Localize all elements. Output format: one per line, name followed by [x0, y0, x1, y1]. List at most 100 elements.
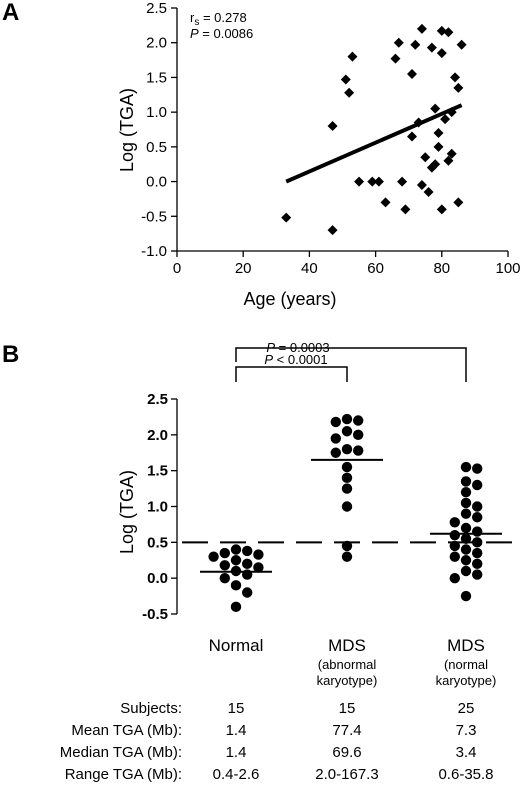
panel-a-letter: A [2, 0, 19, 26]
panel-a-y-tick-label: 1.0 [146, 104, 167, 121]
data-point [449, 572, 460, 584]
panel-b-letter: B [2, 341, 19, 368]
table-cell: 7.3 [456, 722, 477, 739]
table-cell: 1.4 [226, 722, 247, 739]
table-cell: 2.0-167.3 [315, 766, 378, 783]
data-point [327, 225, 338, 236]
data-point [230, 544, 242, 555]
data-point [472, 537, 483, 548]
data-point [472, 569, 483, 580]
data-point [219, 572, 230, 584]
data-point [341, 461, 353, 473]
panel-a-y-tick-label: 2.0 [146, 35, 167, 52]
data-point [460, 544, 472, 555]
panel-b-y-tick-label: 2.5 [147, 391, 168, 408]
data-point [420, 152, 431, 163]
group-sublabel: karyotype) [317, 673, 378, 688]
data-point [460, 522, 472, 534]
panel-a-y-tick-label: 1.5 [146, 69, 167, 86]
panel-a-y-tick-label: 0.5 [146, 139, 167, 156]
data-point [230, 580, 242, 591]
data-point [230, 555, 242, 566]
comparison-label-1-text: P < 0.0001 [264, 352, 327, 367]
data-point [353, 415, 364, 426]
data-point [208, 551, 219, 562]
group-label: MDS [328, 636, 366, 655]
panel-b-y-tick-label: 2.0 [147, 427, 168, 444]
table-row-label: Median TGA (Mb): [60, 744, 182, 761]
panel-a-rs-annotation: rs = 0.278 [190, 10, 247, 28]
data-point [397, 176, 408, 187]
data-point [460, 565, 472, 577]
data-point [390, 53, 401, 64]
data-point [472, 547, 483, 559]
group-sublabel: karyotype) [436, 673, 497, 688]
table-cell: 15 [339, 700, 356, 717]
data-point [219, 547, 230, 559]
data-point [472, 463, 483, 474]
data-point [436, 48, 447, 59]
data-point [253, 562, 264, 573]
data-point [344, 87, 355, 98]
data-point [341, 483, 353, 494]
table-cell: 77.4 [332, 722, 361, 739]
group-sublabel: (normal [444, 657, 488, 672]
data-point [410, 39, 421, 50]
data-point [242, 558, 253, 570]
data-point [472, 501, 483, 512]
data-point [472, 512, 483, 523]
data-point [407, 68, 418, 79]
data-point [472, 526, 483, 537]
data-point [400, 204, 411, 215]
data-point [456, 39, 467, 50]
data-point [430, 103, 441, 114]
data-point [460, 486, 472, 498]
data-point [472, 558, 483, 570]
data-point [433, 127, 444, 138]
data-point [253, 549, 264, 560]
data-point [430, 159, 441, 170]
data-point [450, 72, 461, 83]
table-row-label: Subjects: [120, 700, 182, 717]
table-cell: 3.4 [456, 744, 477, 761]
data-point [330, 416, 341, 428]
data-point [416, 23, 427, 34]
regression-line [285, 103, 463, 184]
data-point [353, 445, 364, 456]
panel-a-x-tick-label: 20 [235, 260, 252, 277]
data-point [460, 497, 472, 509]
panel-b-y-tick-label: 1.5 [147, 463, 168, 480]
data-point [449, 529, 460, 541]
comparison-label-2: P = 0.0003 [266, 340, 329, 355]
data-point [340, 74, 351, 85]
data-point [341, 413, 353, 425]
panel-a-y-axis-label: Log (TGA) [117, 88, 137, 172]
data-point [443, 155, 454, 166]
data-point [393, 37, 404, 48]
data-point [330, 433, 341, 444]
data-point [354, 176, 365, 187]
table-cell: 15 [228, 700, 245, 717]
data-point [230, 601, 242, 613]
table-cell: 0.6-35.8 [438, 766, 493, 783]
data-point [460, 555, 472, 566]
group-sublabel: (abnormal [318, 657, 377, 672]
data-point [341, 501, 353, 512]
panel-a-marks: -1.0 -0.5 0.0 0.5 1.0 1.5 2.0 2.5 0 20 40 60 80 100 [141, 0, 520, 277]
data-point [460, 590, 472, 602]
data-point [449, 517, 460, 528]
data-point [460, 508, 472, 519]
panel-a-x-tick-label: 100 [495, 260, 520, 277]
summary-table: Subjects: 15 15 25 Mean TGA (Mb): 1.4 77.4 7.3 M… [60, 700, 494, 783]
panel-b-y-axis-label: Log (TGA) [117, 470, 137, 554]
data-point [443, 27, 454, 38]
data-point [341, 551, 353, 562]
data-point [433, 141, 444, 152]
panel-a-y-tick-label: 2.5 [146, 0, 167, 17]
panel-a-x-axis-label: Age (years) [243, 289, 336, 309]
data-point [449, 540, 460, 552]
panel-a-x-tick-label: 40 [301, 260, 318, 277]
data-point [449, 551, 460, 562]
data-point [347, 51, 358, 62]
